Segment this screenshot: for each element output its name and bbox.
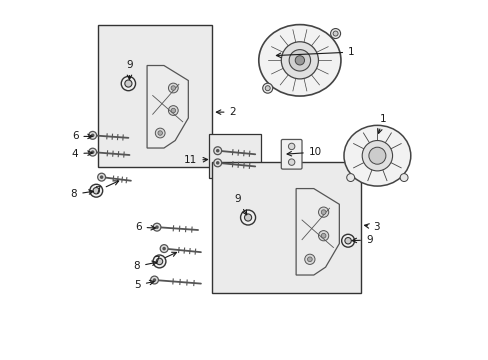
Text: 2: 2 xyxy=(216,107,236,117)
Text: 7: 7 xyxy=(153,252,176,266)
Circle shape xyxy=(288,143,294,150)
Text: 5: 5 xyxy=(134,280,154,290)
Circle shape xyxy=(121,76,135,91)
Circle shape xyxy=(153,223,161,231)
Circle shape xyxy=(91,134,94,137)
Text: 6: 6 xyxy=(135,222,155,232)
Circle shape xyxy=(281,42,318,79)
Circle shape xyxy=(160,245,168,252)
Circle shape xyxy=(168,83,178,93)
Polygon shape xyxy=(147,66,188,148)
Text: 8: 8 xyxy=(133,261,156,271)
Ellipse shape xyxy=(343,125,410,186)
Circle shape xyxy=(153,255,165,268)
Text: 11: 11 xyxy=(183,156,207,165)
Circle shape xyxy=(318,231,328,241)
Bar xyxy=(212,162,360,293)
Text: 3: 3 xyxy=(364,222,379,232)
Circle shape xyxy=(344,238,350,244)
Circle shape xyxy=(88,148,97,156)
Circle shape xyxy=(330,28,340,39)
Bar xyxy=(98,24,212,167)
Circle shape xyxy=(150,276,158,284)
Circle shape xyxy=(216,149,219,153)
Circle shape xyxy=(321,210,325,215)
Circle shape xyxy=(90,184,102,197)
Circle shape xyxy=(162,247,165,250)
Circle shape xyxy=(346,174,354,181)
Circle shape xyxy=(168,105,178,116)
Text: 4: 4 xyxy=(72,149,92,158)
Circle shape xyxy=(93,188,99,194)
Circle shape xyxy=(262,83,272,93)
Circle shape xyxy=(318,207,328,217)
Circle shape xyxy=(321,233,325,238)
Bar xyxy=(208,134,260,178)
Circle shape xyxy=(213,159,221,167)
Text: 1: 1 xyxy=(276,47,354,58)
Circle shape xyxy=(216,161,219,165)
FancyBboxPatch shape xyxy=(281,139,302,169)
Circle shape xyxy=(399,174,407,181)
Circle shape xyxy=(152,278,156,282)
Text: 10: 10 xyxy=(286,147,321,157)
Circle shape xyxy=(368,147,385,164)
Ellipse shape xyxy=(258,24,340,96)
Circle shape xyxy=(155,128,165,138)
Circle shape xyxy=(98,173,105,181)
Circle shape xyxy=(244,214,251,221)
Circle shape xyxy=(362,140,392,171)
Circle shape xyxy=(100,175,103,179)
Circle shape xyxy=(155,225,159,229)
Circle shape xyxy=(171,86,175,90)
Circle shape xyxy=(341,234,354,247)
Text: 9: 9 xyxy=(351,235,372,245)
Circle shape xyxy=(240,210,255,225)
Circle shape xyxy=(304,254,314,264)
Circle shape xyxy=(158,131,162,135)
Circle shape xyxy=(288,50,310,71)
Text: 9: 9 xyxy=(234,194,246,215)
Text: 9: 9 xyxy=(126,60,133,80)
Circle shape xyxy=(156,258,163,265)
Text: 7: 7 xyxy=(94,181,119,196)
Text: 8: 8 xyxy=(71,189,93,199)
Circle shape xyxy=(332,31,337,36)
Circle shape xyxy=(213,147,221,155)
Circle shape xyxy=(91,150,94,154)
Circle shape xyxy=(124,80,132,87)
Circle shape xyxy=(88,131,97,139)
Circle shape xyxy=(295,56,304,65)
Text: 6: 6 xyxy=(72,131,92,141)
Circle shape xyxy=(171,108,175,113)
Circle shape xyxy=(288,159,294,165)
Polygon shape xyxy=(296,189,339,275)
Circle shape xyxy=(264,86,270,91)
Text: 1: 1 xyxy=(377,113,386,133)
Circle shape xyxy=(307,257,312,262)
